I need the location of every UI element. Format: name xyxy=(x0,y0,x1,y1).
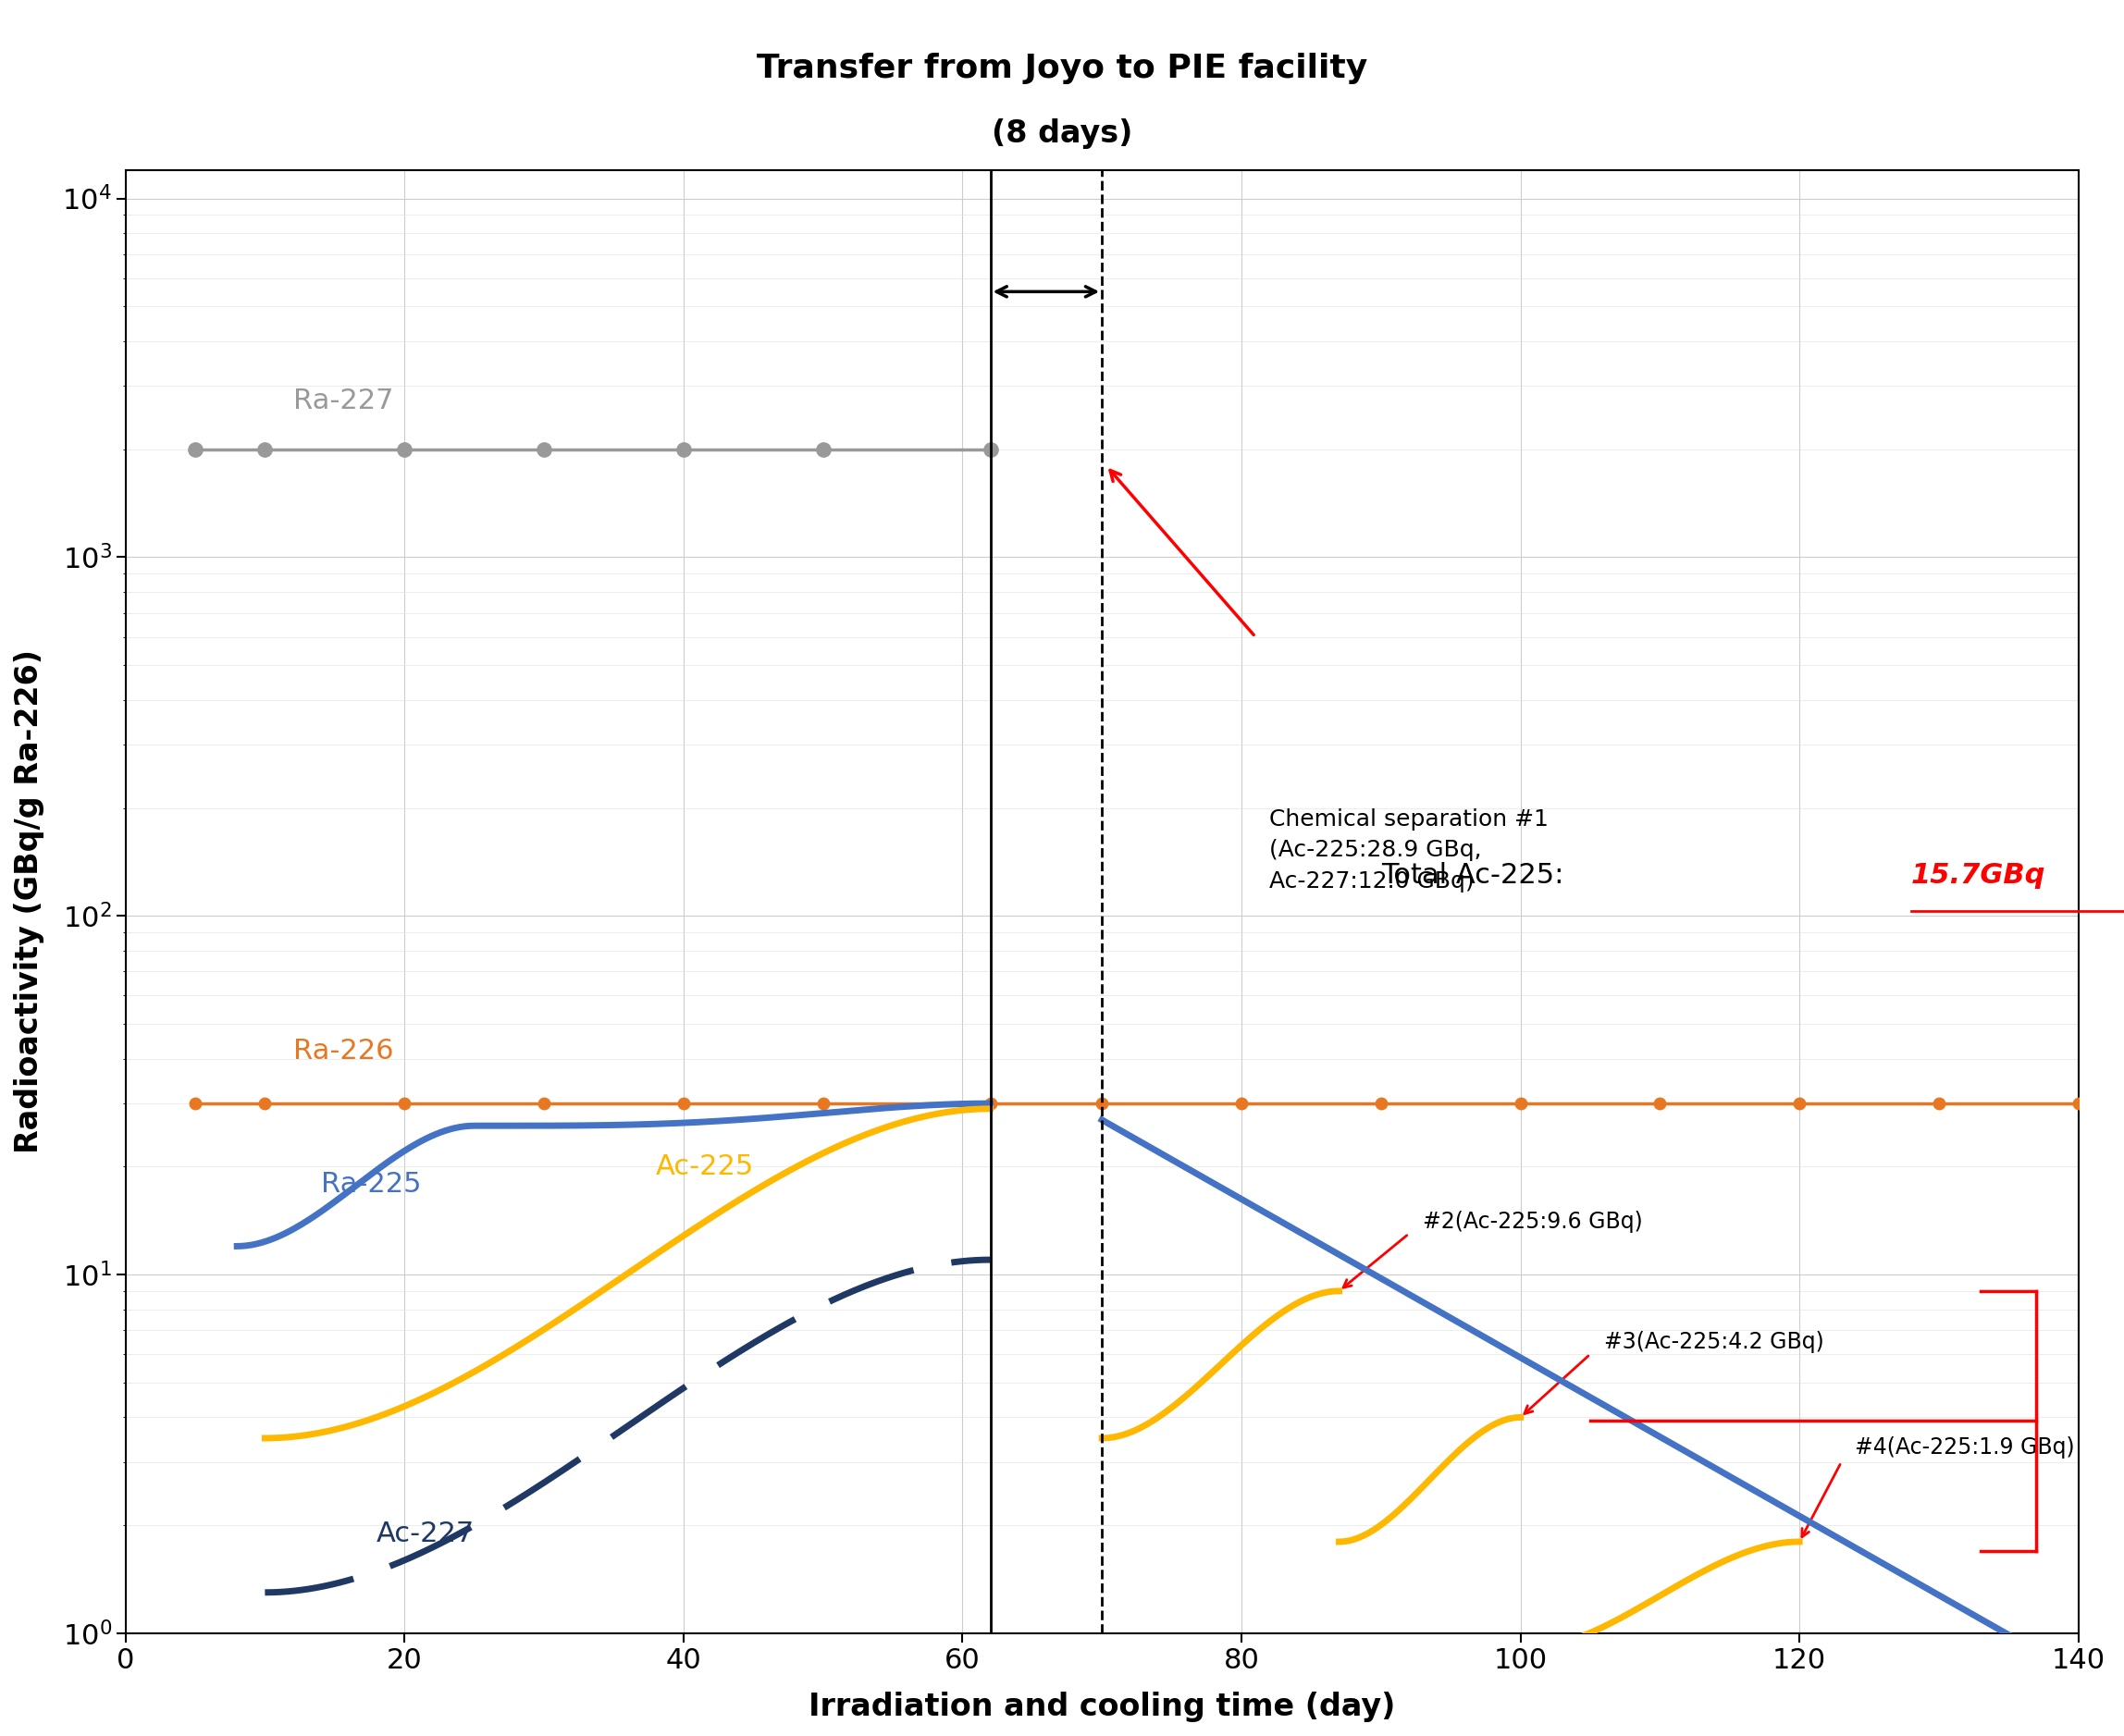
Text: 15.7GBq: 15.7GBq xyxy=(1912,861,2045,889)
Text: Ra-225: Ra-225 xyxy=(321,1170,421,1198)
Text: Ra-227: Ra-227 xyxy=(293,387,393,413)
Text: Total Ac-225:: Total Ac-225: xyxy=(1381,861,1572,889)
Text: Ac-225: Ac-225 xyxy=(656,1153,754,1180)
Text: Ac-227: Ac-227 xyxy=(376,1521,476,1547)
Text: #2(Ac-225:9.6 GBq): #2(Ac-225:9.6 GBq) xyxy=(1423,1212,1642,1233)
Text: (8 days): (8 days) xyxy=(992,118,1132,149)
Text: #3(Ac-225:4.2 GBq): #3(Ac-225:4.2 GBq) xyxy=(1604,1330,1825,1352)
Text: #4(Ac-225:1.9 GBq): #4(Ac-225:1.9 GBq) xyxy=(1854,1436,2075,1458)
Y-axis label: Radioactivity (GBq/g Ra-226): Radioactivity (GBq/g Ra-226) xyxy=(15,649,45,1154)
X-axis label: Irradiation and cooling time (day): Irradiation and cooling time (day) xyxy=(809,1691,1395,1722)
Text: Ra-226: Ra-226 xyxy=(293,1038,393,1064)
Text: Transfer from Joyo to PIE facility: Transfer from Joyo to PIE facility xyxy=(756,54,1368,85)
Text: Chemical separation #1
(Ac-225:28.9 GBq,
Ac-227:12.0 GBq): Chemical separation #1 (Ac-225:28.9 GBq,… xyxy=(1270,807,1548,892)
